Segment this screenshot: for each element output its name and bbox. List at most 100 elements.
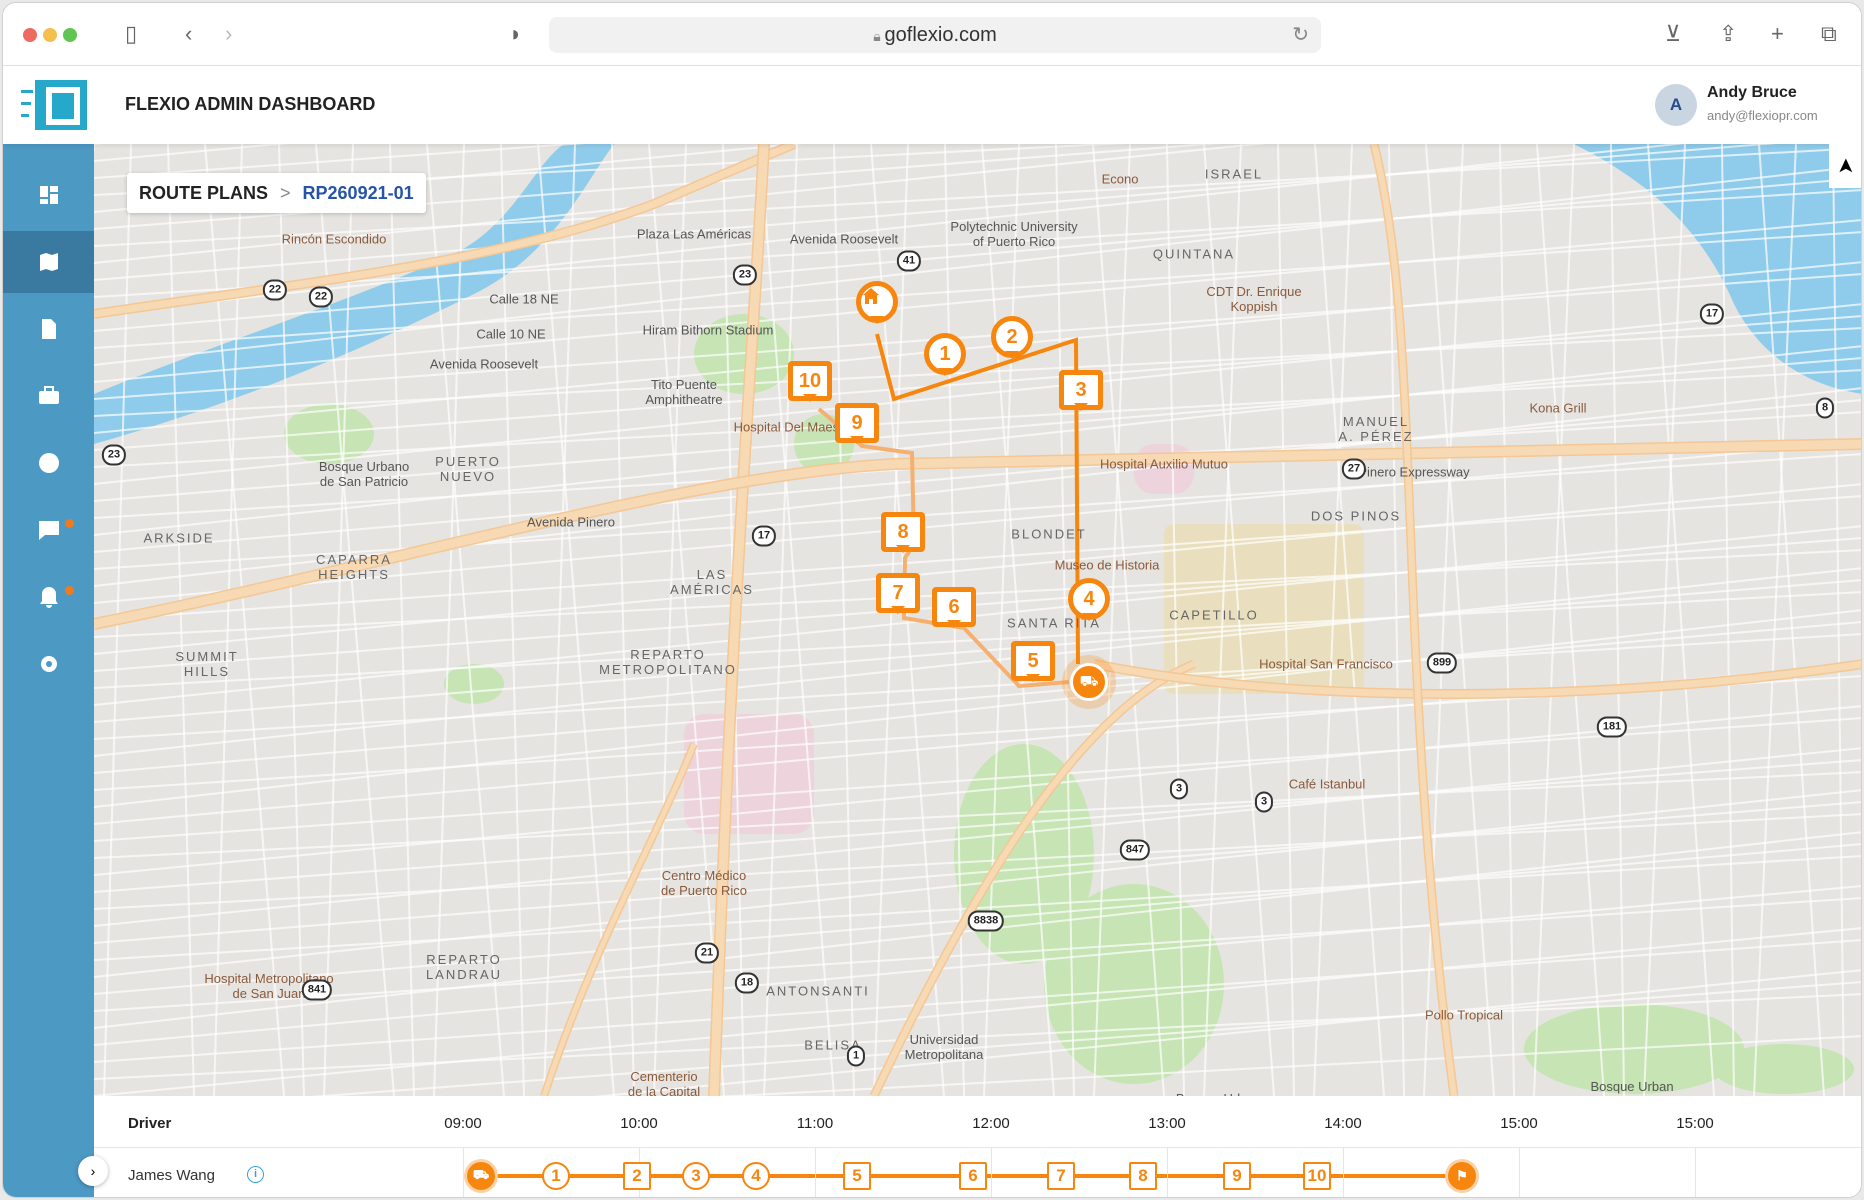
stop-marker-3[interactable]: 3 [1059, 370, 1103, 410]
timeline-stop-3[interactable]: 3 [682, 1162, 710, 1190]
sidebar-item-gear[interactable] [3, 633, 94, 695]
route-shield: 21 [694, 942, 720, 964]
timeline-stop-5[interactable]: 5 [843, 1162, 871, 1190]
stop-marker-4[interactable]: 4 [1068, 578, 1110, 620]
new-tab-icon[interactable]: + [1771, 21, 1784, 46]
compass-button[interactable]: ➤ [1829, 144, 1861, 188]
stop-marker-2[interactable]: 2 [991, 316, 1033, 358]
map-label: Avenida Roosevelt [430, 357, 538, 372]
download-icon[interactable]: ⊻ [1665, 21, 1682, 46]
street [94, 591, 1861, 689]
timeline-stop-7[interactable]: 7 [1047, 1162, 1075, 1190]
share-icon[interactable]: ⇪ [1719, 21, 1738, 46]
street [94, 705, 1861, 876]
street [833, 144, 855, 1096]
map-label-text: Avenida Roosevelt [429, 356, 539, 372]
timeline-stop-4[interactable]: 4 [742, 1162, 770, 1190]
timeline-stop-2[interactable]: 2 [623, 1162, 651, 1190]
breadcrumb-route-plans[interactable]: ROUTE PLANS [139, 182, 269, 203]
stop-marker-home[interactable] [856, 281, 898, 323]
compass-icon: ➤ [1836, 158, 1856, 174]
map-label: REPARTO LANDRAU [426, 952, 502, 982]
sidebar-item-bell[interactable] [3, 566, 94, 628]
map-label: PUERTO NUEVO [435, 454, 501, 484]
route-shield: 17 [751, 525, 777, 547]
street [543, 144, 576, 1096]
timeline-stop-6[interactable]: 6 [959, 1162, 987, 1190]
sidebar-item-chat[interactable] [3, 499, 94, 561]
timeline-start-truck-icon[interactable]: ⛟ [467, 1162, 495, 1190]
sidebar [3, 144, 94, 1197]
campus-area [1164, 524, 1364, 694]
info-icon[interactable]: i [247, 1166, 264, 1183]
stop-marker-9[interactable]: 9 [835, 403, 879, 443]
sidebar-item-briefcase[interactable] [3, 365, 94, 427]
street [1721, 144, 1735, 1096]
stop-marker-7[interactable]: 7 [876, 573, 920, 613]
team-icon [38, 453, 59, 473]
map-label: Econo [1102, 172, 1139, 187]
map-label-text: SUMMIT HILLS [175, 649, 239, 679]
street [94, 345, 1861, 536]
tabs-overview-icon[interactable]: ⧉ [1821, 21, 1837, 46]
street [94, 927, 1861, 1096]
avatar[interactable]: A [1655, 84, 1697, 126]
minimize-window-button[interactable] [43, 28, 57, 42]
driver-name[interactable]: James Wang [128, 1167, 215, 1184]
timeline-stop-9[interactable]: 9 [1223, 1162, 1251, 1190]
map-label: Hospital San Francisco [1259, 657, 1393, 672]
street [1314, 144, 1385, 1096]
sidebar-toggle-icon[interactable]: ▯ [125, 21, 138, 46]
zoom-window-button[interactable] [63, 28, 77, 42]
sidebar-item-team[interactable] [3, 432, 94, 494]
route-shield: 22 [308, 286, 334, 308]
stop-marker-6[interactable]: 6 [932, 587, 976, 627]
timeline-stop-8[interactable]: 8 [1129, 1162, 1157, 1190]
back-icon[interactable]: ‹ [185, 21, 193, 46]
vehicle-truck-icon[interactable]: ⛟ [1070, 663, 1108, 701]
timeline-stop-10[interactable]: 10 [1303, 1162, 1331, 1190]
address-bar[interactable]: 🔒︎ goflexio.com ↻ [549, 17, 1321, 53]
user-name[interactable]: Andy Bruce [1707, 84, 1797, 101]
map-label: Plaza Las Américas [637, 227, 751, 242]
flexio-logo[interactable] [21, 80, 89, 130]
street [94, 771, 1861, 859]
street [94, 144, 1267, 264]
url-text: goflexio.com [884, 24, 997, 46]
stop-marker-10[interactable]: 10 [788, 361, 832, 401]
close-window-button[interactable] [23, 28, 37, 42]
route-map[interactable]: ROUTE PLANS > RP260921-01 ➤ Rincón Escon… [94, 144, 1861, 1096]
route-shield: 1 [846, 1045, 866, 1067]
street [94, 747, 1861, 927]
stop-marker-1[interactable]: 1 [924, 333, 966, 375]
home-icon [863, 288, 879, 304]
stop-marker-5[interactable]: 5 [1011, 641, 1055, 681]
timeline-finish-flag-icon[interactable]: ⚑ [1448, 1162, 1476, 1190]
map-label: ISRAEL [1205, 167, 1263, 182]
route-shield: 22 [262, 279, 288, 301]
shield-icon[interactable]: ◗ [509, 21, 523, 46]
map-label: DOS PINOS [1311, 509, 1401, 524]
route-line-completed [875, 333, 1080, 665]
map-label-text: Cementerio de la Capital [627, 1069, 701, 1096]
street [94, 144, 1778, 281]
timeline-stop-1[interactable]: 1 [542, 1162, 570, 1190]
reload-icon[interactable]: ↻ [1292, 24, 1309, 46]
street [94, 525, 1861, 706]
app-title: FLEXIO ADMIN DASHBOARD [125, 94, 376, 114]
sidebar-item-map[interactable] [3, 231, 94, 293]
stop-marker-8[interactable]: 8 [881, 512, 925, 552]
hour-label: 09:00 [444, 1115, 482, 1132]
street [1425, 144, 1495, 1096]
street [94, 177, 1861, 332]
map-label: BLONDET [1011, 527, 1086, 542]
street [94, 231, 1861, 349]
sidebar-item-dashboard[interactable] [3, 164, 94, 226]
hour-label: 12:00 [972, 1115, 1010, 1132]
document-icon [41, 319, 56, 339]
route-shield: 8 [1815, 397, 1835, 419]
expand-panel-button[interactable]: › [78, 1156, 108, 1186]
forward-icon[interactable]: › [225, 21, 233, 46]
sidebar-item-document[interactable] [3, 298, 94, 360]
street [94, 633, 1861, 740]
